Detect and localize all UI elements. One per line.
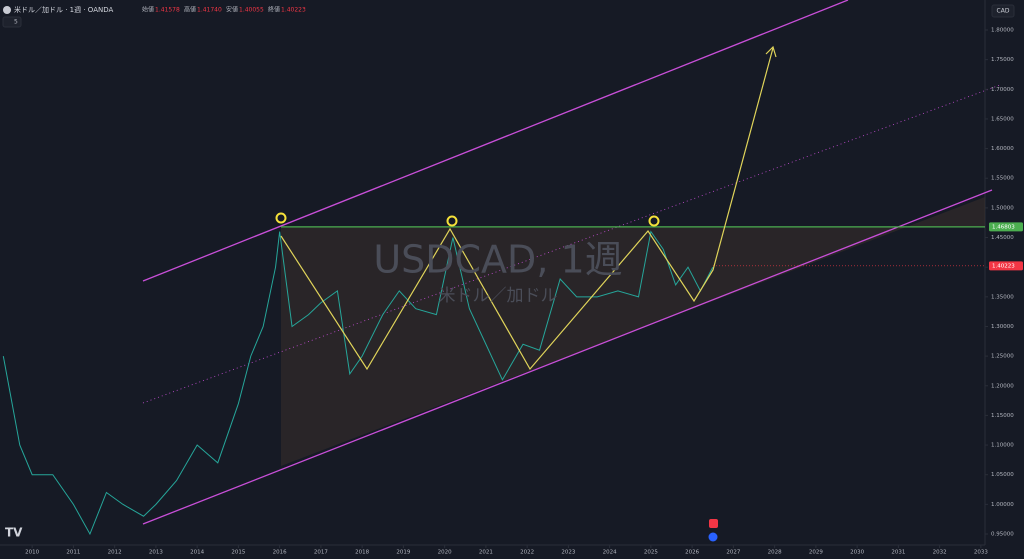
y-tick-label: 1.80000 [991, 28, 1014, 34]
ohlc-value: 1.41578 [155, 7, 180, 14]
x-tick-label: 2032 [933, 550, 947, 556]
x-tick-label: 2024 [603, 550, 617, 556]
price-line [2, 230, 714, 536]
indicator-badge[interactable] [2, 16, 22, 28]
zigzag [280, 47, 774, 371]
x-tick-label: 2030 [850, 550, 864, 556]
x-tick-label: 2015 [231, 550, 245, 556]
x-tick-label: 2031 [891, 550, 905, 556]
event-icon[interactable] [709, 519, 718, 528]
currency: CAD [997, 8, 1010, 15]
x-tick-label: 2025 [644, 550, 658, 556]
y-tick-label: 1.10000 [991, 443, 1014, 449]
x-tick-label: 2018 [355, 550, 369, 556]
x-tick-label: 2028 [768, 550, 782, 556]
x-tick-label: 2010 [25, 550, 39, 556]
y-tick-label: 1.15000 [991, 413, 1014, 419]
last-price-badge [989, 261, 1023, 271]
y-tick-label: 1.25000 [991, 354, 1014, 360]
logo: TV [5, 526, 23, 540]
ohlc-label: 始値 [142, 6, 154, 14]
peak-marker [648, 215, 660, 227]
x-tick-label: 2029 [809, 550, 823, 556]
symbol: 米ドル／加ドル · 1週 · OANDA [14, 5, 113, 14]
arrow-head [765, 45, 777, 58]
y-tick-label: 1.45000 [991, 235, 1014, 241]
x-tick-label: 2011 [66, 550, 80, 556]
x-tick-label: 2020 [438, 550, 452, 556]
x-tick-label: 2021 [479, 550, 493, 556]
resistance-badge [989, 222, 1023, 232]
y-tick-label: 1.50000 [991, 205, 1014, 211]
x-tick-label: 2012 [108, 550, 122, 556]
y-tick-label: 0.95000 [991, 532, 1014, 538]
watermark: USDCAD, 1週 [373, 238, 622, 282]
peak-marker [446, 215, 458, 227]
x-tick-label: 2017 [314, 550, 328, 556]
x-tick-label: 2016 [273, 550, 287, 556]
x-tick-label: 2022 [520, 550, 534, 556]
y-tick-label: 1.65000 [991, 116, 1014, 122]
x-tick-label: 2027 [726, 550, 740, 556]
currency-button[interactable] [991, 4, 1015, 18]
x-tick-label: 2014 [190, 550, 204, 556]
ohlc-label: 終値 [268, 6, 280, 14]
channel-upper [142, 0, 849, 282]
y-tick-label: 1.60000 [991, 146, 1014, 152]
y-tick-label: 1.75000 [991, 57, 1014, 63]
x-tick-label: 2013 [149, 550, 163, 556]
y-tick-label: 1.00000 [991, 502, 1014, 508]
channel-lower [142, 189, 993, 525]
y-tick-label: 1.30000 [991, 324, 1014, 330]
y-tick-label: 1.20000 [991, 383, 1014, 389]
ohlc-value: 1.40055 [239, 7, 264, 14]
indicator-count: 5 [14, 19, 18, 26]
ohlc-label: 安値 [226, 6, 238, 14]
resistance-label: 1.46803 [992, 224, 1015, 230]
x-tick-label: 2023 [561, 550, 575, 556]
y-tick-label: 1.05000 [991, 472, 1014, 478]
event-icon[interactable] [708, 532, 718, 542]
y-tick-label: 1.70000 [991, 87, 1014, 93]
y-tick-label: 1.55000 [991, 176, 1014, 182]
last-price-label: 1.40223 [992, 263, 1015, 269]
x-tick-label: 2019 [396, 550, 410, 556]
ohlc-label: 高値 [184, 6, 196, 14]
ohlc-value: 1.41740 [197, 7, 222, 14]
ohlc-value: 1.40223 [281, 7, 306, 14]
peak-marker [275, 212, 287, 224]
channel-mid [142, 84, 1001, 404]
symbol-icon [3, 6, 11, 14]
watermark-sub: 米ドル／加ドル [439, 286, 558, 306]
x-tick-label: 2026 [685, 550, 699, 556]
x-tick-label: 2033 [974, 550, 988, 556]
y-tick-label: 1.35000 [991, 294, 1014, 300]
